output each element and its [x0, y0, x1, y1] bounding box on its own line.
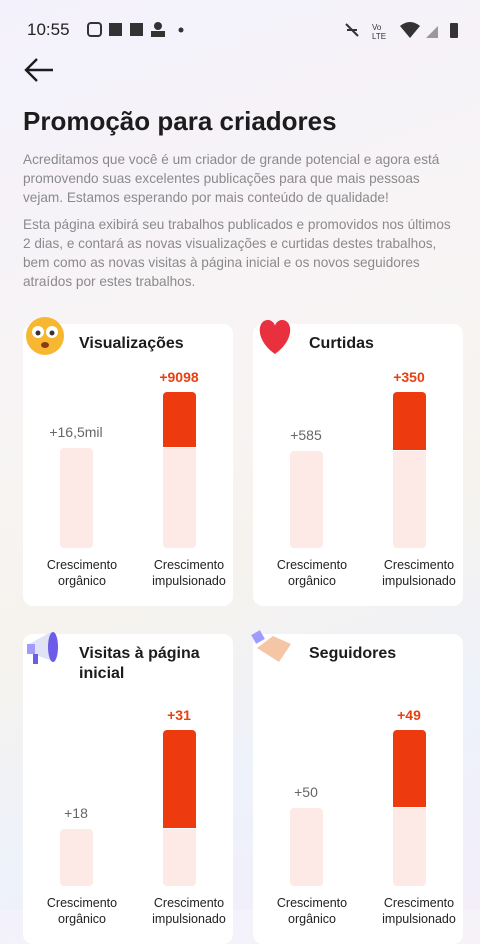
value-label: +9098 — [159, 369, 199, 385]
card-icon — [26, 317, 64, 355]
boosted-bar — [163, 730, 196, 829]
category-label: Crescimento impulsionado — [152, 558, 226, 588]
boosted-base-bar — [393, 807, 426, 886]
metric-card: Curtidas +585 +350 Crescimento orgânico Cres… — [253, 320, 463, 606]
organic-bar — [290, 807, 323, 886]
category-label: Crescimento impulsionado — [382, 896, 456, 926]
metric-card: Visitas à página inicial +18 +31 Cresciment… — [23, 632, 233, 944]
description: Acreditamos que você é um criador de gra… — [23, 152, 440, 205]
organic-bar — [290, 451, 323, 548]
boosted-bar — [163, 392, 196, 448]
value-label: +16,5mil — [49, 424, 103, 441]
svg-text:Vo: Vo — [372, 23, 382, 32]
organic-bar — [60, 448, 93, 548]
card-icon — [27, 632, 58, 664]
category-label: Crescimento orgânico — [46, 896, 118, 926]
value-label: +350 — [393, 369, 425, 385]
boosted-bar — [393, 730, 426, 807]
category-label: Crescimento orgânico — [46, 558, 118, 588]
card-title: Visualizações — [79, 335, 184, 352]
clock: 10:55 — [27, 20, 70, 39]
boosted-base-bar — [163, 829, 196, 886]
description: Esta página exibirá seu trabalhos public… — [23, 217, 451, 289]
value-label: +31 — [167, 707, 191, 723]
category-label: Crescimento impulsionado — [152, 896, 226, 926]
status-bar: 10:55 Vo LTE — [0, 0, 480, 60]
organic-bar — [60, 829, 93, 886]
category-label: Crescimento orgânico — [276, 558, 348, 588]
value-label: +585 — [290, 427, 322, 444]
boosted-bar — [393, 392, 426, 451]
value-label: +49 — [397, 707, 421, 723]
boosted-base-bar — [393, 451, 426, 548]
card-title: Seguidores — [309, 645, 397, 662]
value-label: +18 — [64, 805, 88, 822]
card-title: Curtidas — [309, 335, 374, 352]
boosted-base-bar — [163, 448, 196, 548]
card-icon — [251, 630, 291, 662]
metric-card: Seguidores +50 +49 Crescimento orgânico Cres… — [251, 630, 463, 944]
back-button[interactable] — [22, 56, 56, 84]
value-label: +50 — [294, 783, 318, 800]
card-title: Visitas à página inicial — [79, 645, 200, 682]
card-icon — [259, 320, 291, 354]
category-label: Crescimento orgânico — [276, 896, 348, 926]
svg-text:LTE: LTE — [372, 32, 386, 41]
page-title: Promoção para criadores — [23, 106, 337, 136]
category-label: Crescimento impulsionado — [382, 558, 456, 588]
metric-card: Visualizações +16,5mil +9098 Crescimento or… — [23, 317, 233, 606]
